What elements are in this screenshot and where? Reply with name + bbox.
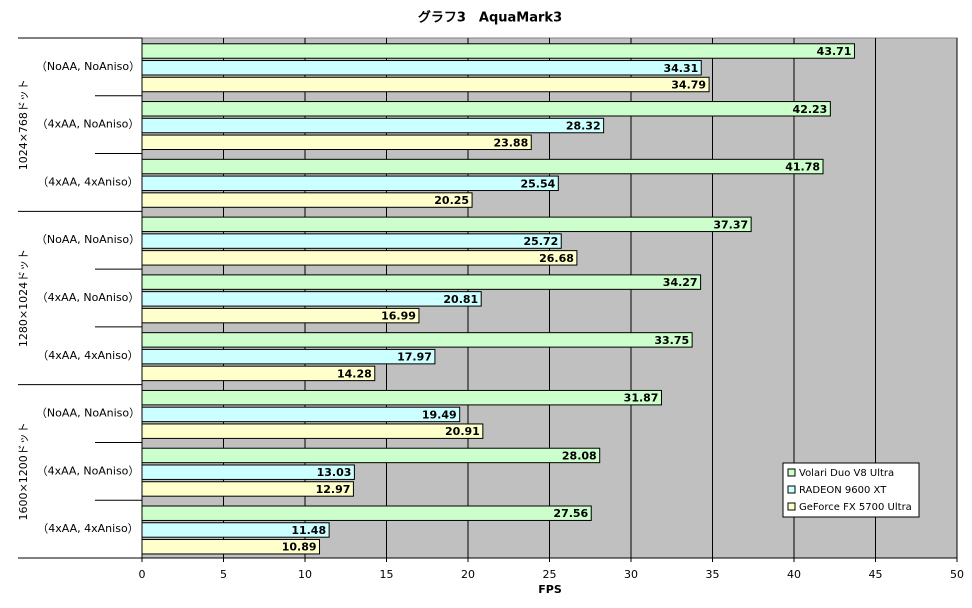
y-tick-label: （4xAA, NoAniso） [37, 118, 140, 131]
legend-label: GeForce FX 5700 Ultra [799, 502, 912, 513]
x-tick-label: 20 [461, 568, 475, 581]
bar [141, 274, 702, 290]
y-tick-label: （4xAA, NoAniso） [37, 464, 140, 477]
y-tick-label: （4xAA, 4xAniso） [37, 349, 138, 362]
data-label: 37.37 [713, 218, 748, 231]
bar [141, 76, 710, 93]
x-tick-label: 15 [380, 568, 394, 581]
bar [141, 406, 461, 423]
group-label: 1280×1024ドット [17, 249, 30, 347]
y-tick-label: （4xAA, 4xAniso） [37, 175, 138, 188]
bar [141, 250, 578, 266]
x-tick-label: 0 [139, 568, 146, 581]
bar [141, 539, 321, 555]
bar [141, 117, 605, 134]
data-label: 14.28 [337, 367, 372, 380]
legend-swatch [787, 468, 796, 477]
data-label: 11.48 [291, 524, 326, 537]
x-tick-label: 40 [787, 568, 801, 581]
x-axis-label: FPS [538, 583, 562, 596]
legend-swatch [787, 485, 796, 494]
data-label: 28.32 [566, 120, 601, 133]
data-label: 19.49 [422, 408, 457, 421]
data-label: 34.27 [663, 276, 698, 289]
bar [141, 389, 662, 406]
legend-label: Volari Duo V8 Ultra [799, 468, 894, 479]
chart-title: グラフ3 AquaMark3 [418, 10, 562, 26]
data-label: 33.75 [654, 334, 689, 347]
data-label: 17.97 [397, 351, 432, 364]
data-label: 13.03 [317, 466, 352, 479]
x-tick-label: 35 [706, 568, 720, 581]
bar [141, 43, 855, 59]
legend-box [782, 462, 920, 518]
bar [141, 134, 532, 151]
data-label: 12.97 [316, 483, 351, 496]
data-label: 20.81 [443, 293, 478, 306]
bar [141, 192, 473, 208]
data-label: 23.88 [493, 136, 528, 149]
data-label: 34.79 [671, 79, 706, 92]
y-tick-label: （NoAA, NoAniso） [36, 60, 140, 73]
x-tick-label: 30 [624, 568, 638, 581]
bar [141, 175, 559, 192]
data-label: 31.87 [624, 392, 659, 405]
data-label: 34.31 [663, 62, 698, 75]
bar [141, 60, 702, 76]
data-label: 20.25 [434, 194, 469, 207]
x-tick-label: 25 [543, 568, 557, 581]
data-label: 27.56 [553, 507, 588, 520]
bar [141, 464, 355, 480]
bar [141, 307, 420, 324]
data-label: 10.89 [282, 541, 317, 554]
bar [141, 348, 436, 365]
y-tick-label: （4xAA, NoAniso） [37, 291, 140, 304]
bar [141, 423, 484, 439]
y-tick-label: （NoAA, NoAniso） [36, 233, 140, 246]
x-tick-label: 50 [950, 568, 964, 581]
data-label: 25.54 [521, 177, 556, 190]
bar [141, 332, 693, 348]
data-label: 25.72 [523, 235, 558, 248]
bar [141, 522, 330, 538]
bar [141, 233, 562, 249]
y-tick-label: （4xAA, 4xAniso） [37, 522, 138, 535]
data-label: 42.23 [793, 103, 828, 116]
data-label: 26.68 [539, 252, 574, 265]
data-label: 28.08 [562, 449, 597, 462]
x-tick-label: 45 [869, 568, 883, 581]
bar [141, 447, 601, 464]
data-label: 20.91 [445, 425, 480, 438]
data-label: 16.99 [381, 310, 416, 323]
group-label: 1024×768ドット [17, 79, 30, 170]
legend-swatch [787, 502, 796, 511]
y-tick-label: （NoAA, NoAniso） [36, 407, 140, 420]
bar [141, 216, 752, 233]
data-label: 41.78 [785, 161, 820, 174]
x-tick-label: 10 [298, 568, 312, 581]
x-tick-label: 5 [220, 568, 227, 581]
bar [141, 365, 376, 382]
data-label: 43.71 [817, 45, 852, 58]
bar [141, 291, 482, 307]
bar [141, 505, 592, 521]
legend-label: RADEON 9600 XT [799, 485, 887, 496]
bar [141, 481, 354, 497]
group-label: 1600×1200ドット [17, 422, 30, 520]
bar [141, 158, 824, 175]
bar [141, 101, 831, 117]
